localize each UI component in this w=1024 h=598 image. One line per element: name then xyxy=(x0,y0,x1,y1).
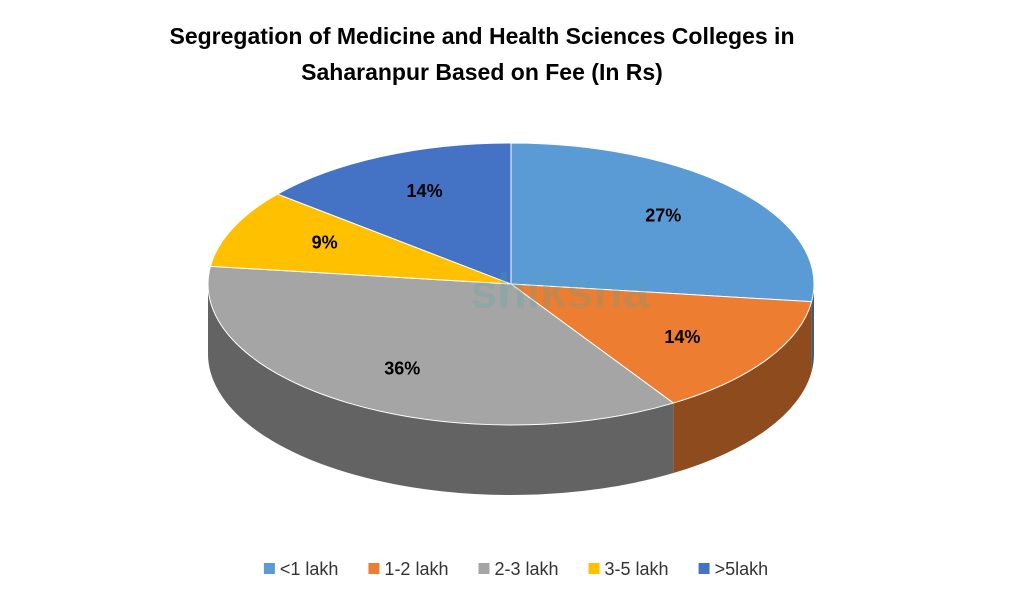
slice xyxy=(509,283,813,474)
legend-label: <1 lakh xyxy=(280,559,339,579)
slice xyxy=(209,193,512,285)
legend-swatch xyxy=(368,563,380,574)
legend-swatch xyxy=(263,563,275,574)
slice-top xyxy=(510,142,815,303)
value-label: 14% xyxy=(664,327,700,347)
slice-top xyxy=(509,283,813,404)
legend-label: 2-3 lakh xyxy=(494,559,558,579)
legend-swatch xyxy=(478,563,490,574)
chart-title: Segregation of Medicine and Health Scien… xyxy=(170,23,795,49)
legend: <1 lakh 1-2 lakh 2-3 lakh 3-5 lakh >5lakh xyxy=(263,559,769,579)
slice-side xyxy=(811,284,815,372)
value-label: 36% xyxy=(384,358,420,378)
slice-top xyxy=(276,142,512,285)
legend-label: 1-2 lakh xyxy=(384,559,448,579)
legend-swatch xyxy=(698,563,710,574)
legend-label: >5lakh xyxy=(715,559,769,579)
slice-side xyxy=(673,301,812,474)
slice-top xyxy=(207,265,675,426)
slice-top xyxy=(209,193,512,285)
legend-label: 3-5 lakh xyxy=(605,559,669,579)
value-label: 9% xyxy=(312,232,338,252)
slice-side xyxy=(207,284,674,495)
chart-title: Saharanpur Based on Fee (In Rs) xyxy=(301,59,663,85)
value-label: 27% xyxy=(645,206,681,226)
value-label: 14% xyxy=(407,181,443,201)
slice xyxy=(207,265,675,495)
slice xyxy=(276,142,512,285)
slice xyxy=(510,142,815,372)
legend-swatch xyxy=(588,563,600,574)
watermark: shiksha xyxy=(471,266,650,319)
